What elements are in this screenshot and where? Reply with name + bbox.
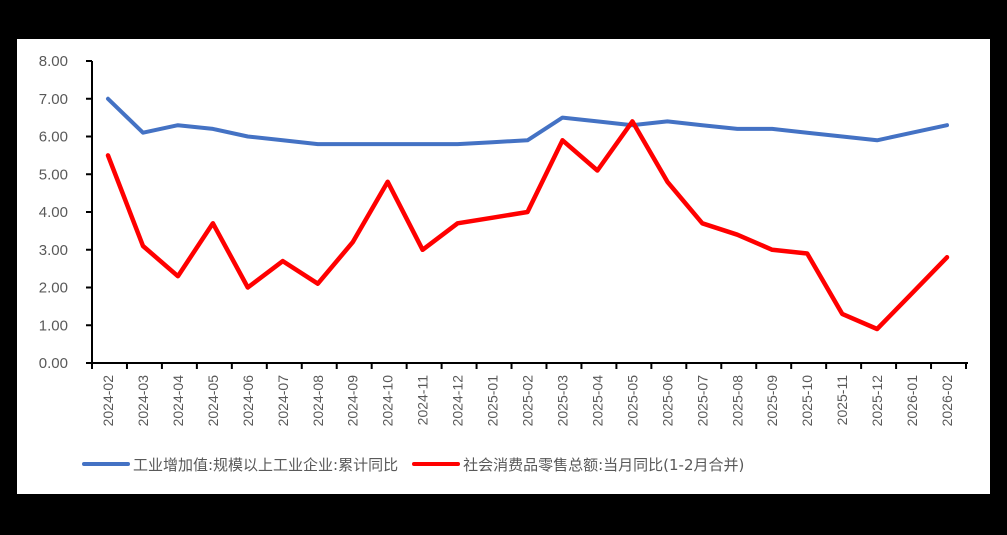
x-tick-label: 2025-03 [554, 375, 570, 427]
y-tick-label: 5.00 [39, 166, 68, 183]
x-tick-label: 2024-12 [450, 375, 466, 427]
y-tick-label: 8.00 [39, 53, 68, 70]
x-tick-label: 2025-02 [520, 375, 536, 427]
x-tick-label: 2024-07 [275, 375, 291, 427]
series-line-retail [105, 119, 950, 332]
x-tick-label: 2024-11 [415, 375, 431, 426]
x-tick-label: 2024-02 [100, 375, 116, 427]
y-tick-label: 2.00 [39, 280, 68, 297]
x-tick-label: 2024-10 [380, 375, 396, 427]
x-tick-label: 2025-01 [485, 375, 501, 427]
x-tick-label: 2024-04 [170, 375, 186, 427]
y-tick-label: 0.00 [39, 355, 68, 372]
y-tick-label: 6.00 [39, 129, 68, 146]
legend-label-industrial: 工业增加值:规模以上工业企业:累计同比 [133, 455, 399, 474]
x-tick-label: 2025-08 [729, 375, 745, 427]
x-tick-label: 2024-03 [135, 375, 151, 427]
x-tick-label: 2024-08 [310, 375, 326, 427]
x-tick-label: 2025-10 [799, 375, 815, 427]
x-tick-label: 2024-06 [240, 375, 256, 427]
y-tick-label: 1.00 [39, 317, 68, 334]
x-tick-label: 2024-09 [345, 375, 361, 427]
chart-panel: 0.00 1.00 2.00 3.00 4.00 5.00 6.00 7.00 8.00 202… [17, 39, 990, 494]
y-tick-label: 3.00 [39, 242, 68, 259]
y-tick-label: 7.00 [39, 91, 68, 108]
y-tick-label: 4.00 [39, 204, 68, 221]
x-axis: 2024-02 2024-03 2024-04 2024-05 2024-06 2024-… [91, 362, 968, 427]
x-tick-label: 2025-04 [589, 375, 605, 427]
x-tick-label: 2024-05 [205, 375, 221, 427]
legend-item-industrial-value-added: 工业增加值:规模以上工业企业:累计同比 [82, 454, 398, 475]
x-tick-label: 2026-02 [939, 375, 955, 427]
legend: 工业增加值:规模以上工业企业:累计同比 社会消费品零售总额:当月同比(1-2月合… [82, 452, 744, 476]
line-chart: 0.00 1.00 2.00 3.00 4.00 5.00 6.00 7.00 8.00 202… [39, 53, 968, 427]
x-tick-label: 2025-11 [834, 375, 850, 426]
x-tick-label: 2025-09 [764, 375, 780, 427]
series-layer [105, 96, 950, 332]
x-tick-label: 2025-05 [624, 375, 640, 427]
x-tick-label: 2025-12 [869, 375, 885, 427]
x-tick-label: 2025-06 [659, 375, 675, 427]
series-line-industrial [106, 96, 949, 147]
y-axis: 0.00 1.00 2.00 3.00 4.00 5.00 6.00 7.00 8.00 [39, 53, 93, 372]
x-tick-label: 2026-01 [904, 375, 920, 427]
x-tick-label: 2025-07 [694, 375, 710, 427]
legend-swatch-blue-line-icon [82, 462, 130, 466]
legend-swatch-red-line-icon [412, 462, 461, 466]
legend-label-retail: 社会消费品零售总额:当月同比(1-2月合并) [463, 455, 745, 474]
legend-item-retail-sales: 社会消费品零售总额:当月同比(1-2月合并) [412, 454, 744, 475]
